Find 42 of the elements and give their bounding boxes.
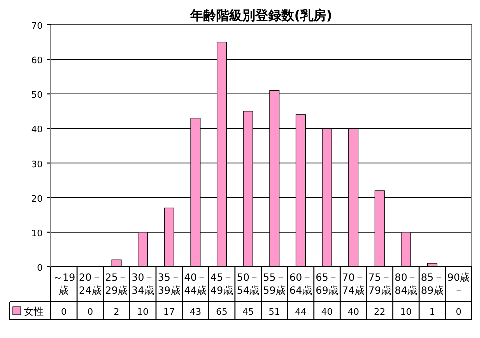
legend-label: 女性 — [24, 306, 44, 318]
x-tick-label: 75－79歳 — [368, 273, 392, 297]
x-tick-label: ～19歳 — [52, 273, 76, 297]
x-tick-label: 85－89歳 — [421, 273, 444, 297]
y-tick-label: 0 — [37, 264, 44, 274]
data-label: 2 — [114, 308, 120, 318]
chart-title: 年齢階級別登録数(乳房) — [190, 8, 332, 24]
data-label: 40 — [322, 308, 334, 318]
data-label: 43 — [190, 308, 202, 318]
data-label: 17 — [164, 308, 176, 318]
x-tick-label: 60－64歳 — [290, 273, 312, 297]
x-tick-label: 55－59歳 — [263, 273, 286, 297]
data-label: 22 — [374, 308, 386, 318]
y-tick-label: 20 — [32, 194, 44, 205]
data-label: 0 — [61, 308, 68, 318]
x-tick-label: 65－69歳 — [316, 273, 339, 297]
data-label: 10 — [400, 308, 412, 318]
data-label: 1 — [430, 308, 436, 318]
data-label: 51 — [268, 308, 280, 318]
x-tick-label: 35－39歳 — [158, 273, 181, 297]
data-label: 45 — [242, 308, 254, 318]
y-tick-label: 40 — [32, 126, 44, 136]
data-label: 40 — [348, 308, 360, 318]
x-tick-label: 40－44歳 — [184, 273, 208, 297]
data-label: 10 — [137, 308, 150, 318]
y-tick-label: 30 — [32, 160, 44, 170]
x-tick-label: 45－49歳 — [210, 273, 234, 297]
y-tick-label: 10 — [32, 229, 44, 240]
x-tick-label: 50－54歳 — [236, 273, 260, 297]
data-label: 0 — [456, 308, 462, 318]
data-label: 0 — [88, 308, 94, 318]
x-tick-label: 80－84歳 — [394, 273, 418, 297]
y-tick-label: 60 — [32, 56, 44, 67]
x-tick-label: 25－29歳 — [105, 273, 128, 297]
x-tick-label: 20－24歳 — [79, 273, 102, 297]
x-tick-label: 30－34歳 — [132, 273, 154, 297]
y-tick-label: 70 — [32, 22, 44, 32]
x-tick-label: 70－74歳 — [342, 273, 365, 297]
x-tick-label: 90歳－ — [447, 272, 470, 297]
y-tick-label: 50 — [32, 91, 44, 102]
data-label: 65 — [216, 308, 228, 318]
data-label: 44 — [295, 308, 307, 318]
